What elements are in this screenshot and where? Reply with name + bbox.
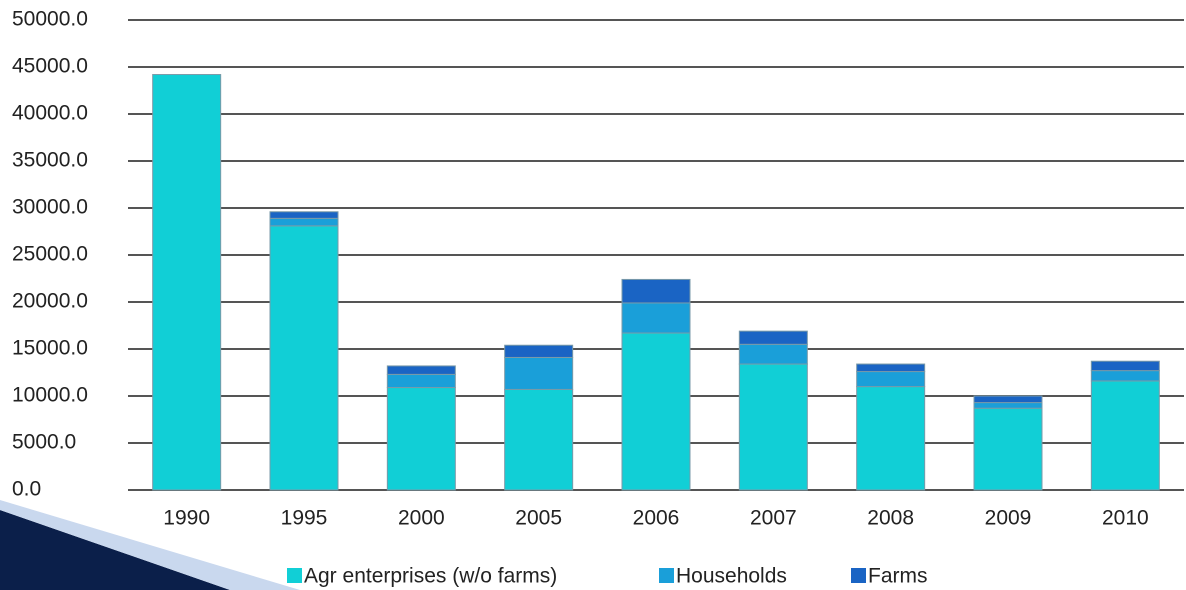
x-tick-label: 2009 <box>985 507 1032 530</box>
bar-segment <box>386 387 456 491</box>
y-tick-label: 35000.0 <box>12 149 88 172</box>
bar-segment <box>621 302 691 334</box>
bar-segment <box>1090 360 1160 372</box>
bar-segment <box>856 371 926 388</box>
bar-segment <box>504 344 574 358</box>
bar-segment <box>738 363 808 491</box>
bar-segment <box>738 330 808 345</box>
x-tick-label: 2008 <box>867 507 914 530</box>
y-tick-label: 20000.0 <box>12 290 88 313</box>
y-tick-label: 30000.0 <box>12 196 88 219</box>
x-tick-label: 2005 <box>515 507 562 530</box>
x-tick-label: 1995 <box>281 507 328 530</box>
bar-segment <box>504 356 574 390</box>
bar-segment <box>269 225 339 491</box>
bar-segment <box>269 211 339 219</box>
bar-segment <box>621 332 691 491</box>
y-tick-label: 5000.0 <box>12 431 76 454</box>
legend-label: Agr enterprises (w/o farms) <box>304 565 557 588</box>
bar-segment <box>269 217 339 227</box>
x-tick-label: 2007 <box>750 507 797 530</box>
bar-segment <box>973 402 1043 409</box>
y-tick-label: 25000.0 <box>12 243 88 266</box>
y-tick-label: 15000.0 <box>12 337 88 360</box>
bar-segment <box>386 365 456 375</box>
bar-segment <box>856 386 926 491</box>
y-tick-label: 40000.0 <box>12 102 88 125</box>
decoration <box>0 500 300 590</box>
x-tick-label: 2006 <box>633 507 680 530</box>
y-tick-label: 10000.0 <box>12 384 88 407</box>
bar-segment <box>1090 380 1160 491</box>
bar-segment <box>738 343 808 365</box>
bar-segment <box>386 373 456 389</box>
bar-segment <box>1090 370 1160 382</box>
bar-segment <box>973 407 1043 491</box>
x-tick-label: 1990 <box>163 507 210 530</box>
legend-swatch <box>851 568 866 583</box>
x-tick-label: 2010 <box>1102 507 1149 530</box>
legend-label: Households <box>676 565 787 588</box>
x-tick-label: 2000 <box>398 507 445 530</box>
bar-segment <box>504 388 574 491</box>
legend-swatch <box>287 568 302 583</box>
y-tick-label: 0.0 <box>12 478 41 501</box>
bar-segment <box>621 278 691 304</box>
bar-segment <box>973 395 1043 404</box>
y-tick-label: 50000.0 <box>12 8 88 31</box>
bar-segment <box>152 74 222 491</box>
y-tick-label: 45000.0 <box>12 55 88 78</box>
legend-swatch <box>659 568 674 583</box>
bar-segment <box>856 363 926 373</box>
legend-label: Farms <box>868 565 928 588</box>
